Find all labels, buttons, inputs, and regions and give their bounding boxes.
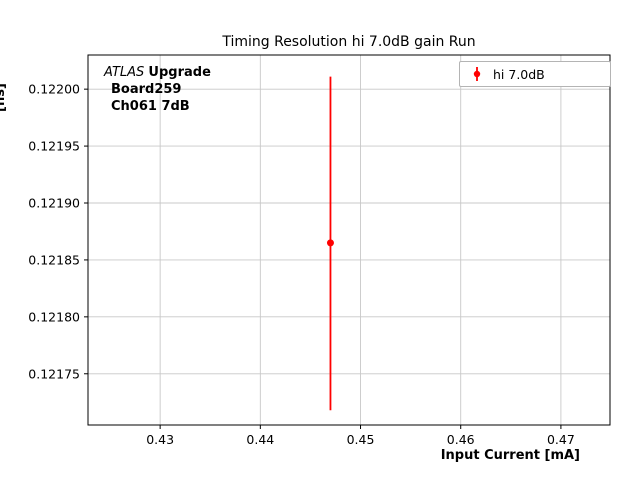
legend-entry-label: hi 7.0dB xyxy=(493,66,545,82)
y-tick-label: 0.12200 xyxy=(28,82,80,97)
errorbar-marker-icon xyxy=(473,67,481,81)
y-axis-label: [ns] xyxy=(0,83,8,112)
x-tick-label: 0.47 xyxy=(547,432,575,447)
atlas-label: ATLAS xyxy=(104,65,145,80)
legend: hi 7.0dB xyxy=(459,61,611,87)
data-point xyxy=(326,239,334,247)
x-tick-label: 0.45 xyxy=(347,432,375,447)
x-tick-label: 0.46 xyxy=(447,432,475,447)
legend-point-dot xyxy=(473,70,481,78)
annotation-block: ATLAS Upgrade Board259 Ch061 7dB xyxy=(104,64,211,115)
x-tick-label: 0.43 xyxy=(146,432,174,447)
annotation-line-2: Board259 xyxy=(111,82,182,97)
y-tick-label: 0.12180 xyxy=(28,309,80,324)
annotation-line-3: Ch061 7dB xyxy=(111,99,190,114)
annotation-line-1: ATLAS Upgrade xyxy=(104,64,211,81)
x-tick-label: 0.44 xyxy=(246,432,274,447)
x-axis-label: Input Current [mA] xyxy=(440,448,580,463)
y-tick-label: 0.12185 xyxy=(28,252,80,267)
y-tick-label: 0.12190 xyxy=(28,196,80,211)
y-tick-label: 0.12195 xyxy=(28,139,80,154)
axes-frame xyxy=(87,54,611,426)
upgrade-label: Upgrade xyxy=(148,65,211,80)
y-tick-label: 0.12175 xyxy=(28,366,80,381)
chart-title: Timing Resolution hi 7.0dB gain Run xyxy=(222,34,476,50)
